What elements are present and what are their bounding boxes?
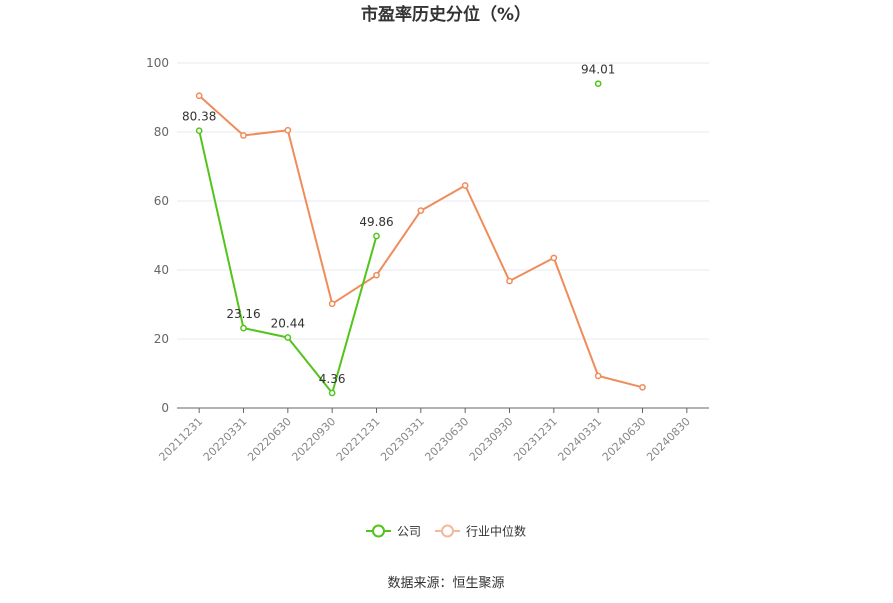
x-tick-label: 20220930 — [289, 415, 338, 464]
x-tick-label: 20240630 — [600, 415, 649, 464]
data-label: 20.44 — [271, 316, 305, 330]
series-point-0 — [594, 80, 602, 88]
x-tick-label: 20240331 — [555, 415, 604, 464]
data-label: 80.38 — [182, 110, 216, 124]
series-point-0 — [240, 324, 247, 332]
series-point-1 — [240, 132, 247, 139]
data-label: 23.16 — [226, 307, 260, 321]
series-line-1 — [198, 95, 643, 389]
data-label: 49.86 — [359, 215, 393, 229]
series-point-1 — [639, 383, 646, 391]
series-point-1 — [284, 126, 292, 134]
legend-item-1[interactable]: 行业中位数 — [435, 524, 526, 539]
series-point-0 — [328, 389, 336, 397]
series-point-1 — [594, 372, 602, 380]
series-group — [195, 80, 646, 397]
y-tick-label: 80 — [154, 125, 169, 139]
legend-item-0[interactable]: 公司 — [366, 524, 421, 539]
x-tick-label: 20230630 — [422, 415, 471, 464]
data-label: 4.36 — [319, 372, 346, 386]
source-note: 数据来源：恒生聚源 — [387, 576, 504, 591]
series-point-0 — [284, 334, 292, 341]
x-tick-label: 20240830 — [644, 415, 693, 464]
series-line-0 — [199, 84, 598, 393]
series-point-1 — [550, 254, 558, 262]
y-tick-label: 100 — [146, 56, 169, 70]
series-point-0 — [373, 232, 380, 240]
legend-marker — [372, 524, 385, 538]
data-label: 94.01 — [581, 63, 615, 77]
data-labels: 80.38 23.16 20.44 4.36 49.86 94.01 — [182, 63, 615, 386]
series-point-1 — [373, 271, 380, 279]
grid-lines — [177, 62, 709, 340]
series-point-1 — [195, 92, 203, 100]
series-point-1 — [328, 300, 336, 308]
legend[interactable]: 公司 行业中位数 — [366, 524, 526, 539]
y-axis: 0 20 40 60 80 100 — [146, 56, 169, 415]
series-point-0 — [195, 127, 203, 135]
x-tick-label: 20221231 — [334, 415, 383, 464]
legend-marker — [441, 524, 454, 538]
x-tick-label: 20220630 — [245, 415, 294, 464]
y-tick-label: 20 — [154, 332, 169, 346]
y-tick-label: 60 — [154, 194, 169, 208]
x-axis: 2021123120220331202206302022093020221231… — [156, 407, 709, 464]
legend-label: 行业中位数 — [466, 524, 526, 539]
chart-title: 市盈率历史分位（%） — [361, 4, 531, 25]
x-tick-label: 20220331 — [201, 415, 250, 464]
x-tick-label: 20230930 — [467, 415, 516, 464]
x-tick-label: 20231231 — [511, 415, 560, 464]
x-tick-label: 20211231 — [156, 415, 205, 464]
y-tick-label: 40 — [154, 263, 169, 277]
series-point-1 — [506, 277, 513, 285]
series-point-1 — [461, 182, 469, 189]
y-tick-label: 0 — [161, 401, 169, 415]
x-tick-label: 20230331 — [378, 415, 427, 464]
series-point-1 — [417, 207, 425, 215]
legend-label: 公司 — [397, 525, 421, 539]
